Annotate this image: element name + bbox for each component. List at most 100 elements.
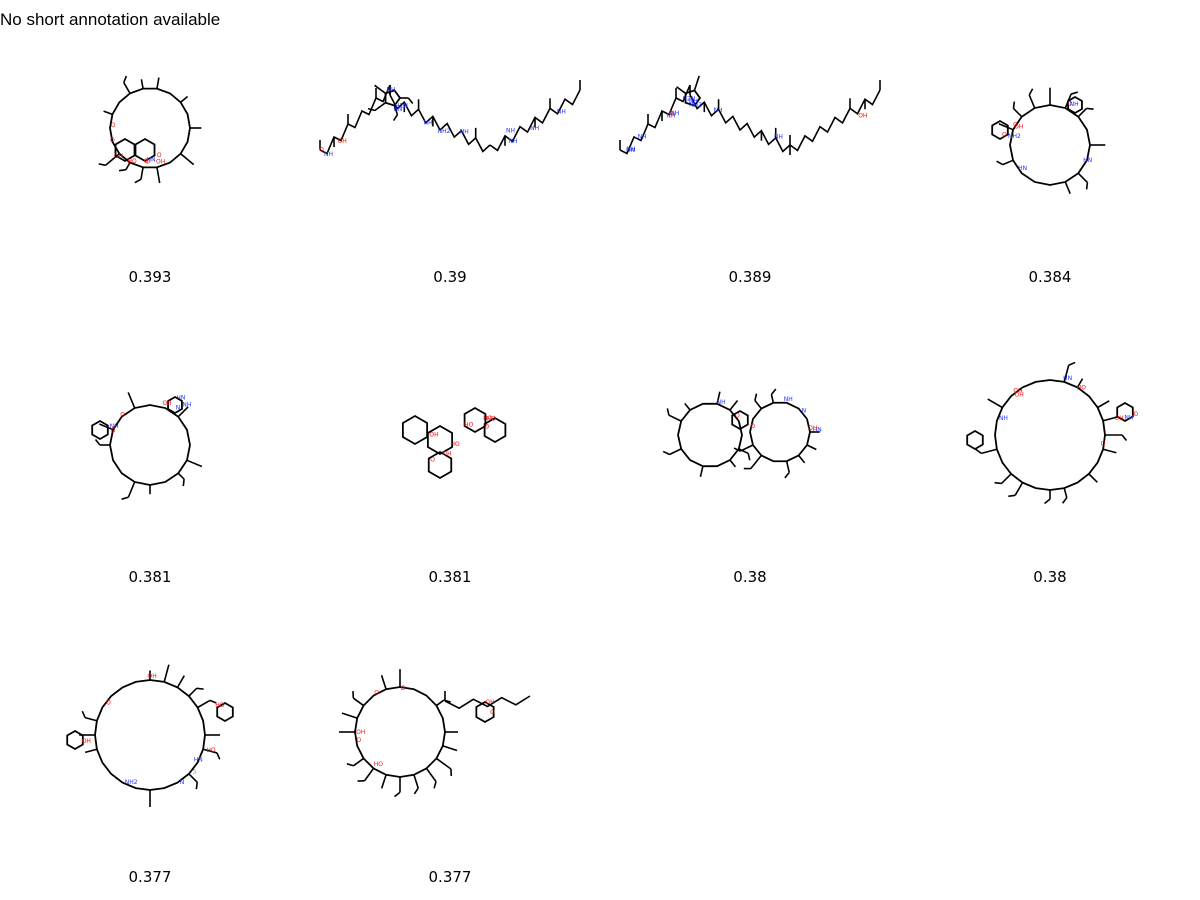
molecule-cell: NH HN OH NH O O N 0.381 — [0, 300, 300, 600]
atom-label: OH — [356, 729, 365, 736]
atom-label: OH — [1014, 392, 1023, 399]
side-chain-bond — [94, 439, 101, 446]
atom-label: O — [401, 685, 406, 692]
atom-label: HO — [206, 747, 216, 754]
atom-label: O — [430, 456, 435, 463]
atom-label: OH — [808, 425, 817, 432]
molecule-cell: NH HN NH NH NH NH NH NH NH OH H2N NH2 O 0.39 — [300, 0, 600, 300]
atom-label: NH — [530, 125, 539, 132]
hex-ring-bond — [134, 137, 156, 163]
side-chain-bond — [392, 114, 399, 121]
hex-ring-bond — [463, 406, 487, 434]
atom-label: NH — [638, 133, 647, 140]
side-chain-bond — [987, 398, 1003, 409]
side-chain-bond — [81, 710, 86, 718]
side-chain-bond — [1102, 416, 1118, 422]
side-chain-bond — [163, 664, 170, 683]
side-chain-bond — [118, 168, 127, 172]
atom-label: HO — [464, 421, 474, 428]
atom-label: NH — [557, 109, 566, 116]
side-chain-bond — [413, 774, 419, 789]
atom-label: NH2 — [1008, 133, 1021, 140]
atom-label: O — [1133, 411, 1138, 418]
atom-label: N — [180, 779, 185, 786]
side-chain-bond — [754, 400, 762, 410]
atom-label: HO — [487, 416, 497, 423]
atom-label: OH — [156, 159, 165, 166]
ring-bond — [1009, 104, 1091, 186]
atom-label: NH — [1070, 101, 1079, 108]
hex-ring-bond — [966, 429, 984, 451]
atom-label: OH — [442, 450, 451, 457]
atom-label: NH — [110, 423, 119, 430]
side-chain-bond — [716, 391, 721, 404]
atom-label: HN — [1063, 375, 1072, 382]
ring-bond — [684, 89, 702, 107]
atom-label: NH — [689, 98, 698, 105]
atom-label: NH — [182, 402, 191, 409]
hex-ring-bond — [731, 409, 749, 431]
side-chain-bond — [806, 444, 817, 451]
hex-ring-bond — [114, 137, 136, 163]
atom-label: OH — [114, 153, 123, 160]
atom-label: O — [484, 423, 489, 430]
atom-label: O — [157, 152, 162, 159]
atom-label: OH — [147, 673, 156, 680]
hex-ring-bond — [167, 395, 183, 415]
side-chain-bond — [1012, 101, 1016, 109]
molecule-cell: HO OH NH2 HO OH HN N S O 0.377 — [0, 600, 300, 900]
side-chain-bond — [754, 393, 758, 401]
hex-ring-bond — [483, 416, 507, 444]
side-chain-bond — [784, 471, 790, 479]
side-chain-bond — [1077, 107, 1088, 118]
side-chain-bond — [770, 388, 777, 395]
side-chain-bond — [693, 75, 700, 91]
atom-label: HN — [147, 157, 156, 164]
atom-label: O — [106, 700, 111, 707]
side-chain-bond — [676, 86, 686, 94]
molecule-cell: OH OH O O O O HO 0.377 — [300, 600, 600, 900]
atom-label: O — [111, 122, 116, 129]
side-chain-bond — [156, 167, 161, 184]
side-chain-bond — [996, 160, 1004, 166]
atom-label: NH — [424, 120, 433, 127]
atom-label: OH — [338, 138, 347, 145]
side-chain-bond — [1064, 181, 1071, 194]
atom-label: O — [111, 428, 116, 435]
atom-label: NH — [386, 86, 395, 93]
molecule-cell: HO OH HN NH NH OH OH O O 0.38 — [900, 300, 1200, 600]
side-chain-bond — [177, 406, 189, 418]
atom-label: O — [1101, 440, 1106, 447]
side-chain-bond — [407, 97, 414, 104]
side-chain-bond — [380, 774, 387, 789]
atom-label: HN — [176, 394, 185, 401]
atom-label: O — [1013, 122, 1018, 129]
side-chain-bond — [1076, 378, 1084, 388]
side-chain-bond — [425, 767, 437, 783]
molecule-cell: HO HO OH HO OH HO O O 0.381 — [300, 300, 600, 600]
side-chain-bond — [394, 791, 401, 798]
side-chain-bond — [123, 75, 128, 83]
atom-label: O — [145, 158, 150, 165]
side-chain-bond — [1121, 434, 1128, 441]
side-chain-bond — [981, 448, 998, 455]
similarity-score: 0.384 — [1028, 268, 1072, 286]
atom-label: OH — [485, 699, 494, 706]
atom-label: S — [193, 768, 197, 775]
side-chain-bond — [1044, 498, 1051, 505]
side-chain-bond — [216, 752, 221, 760]
atom-label: NH — [460, 128, 469, 135]
atom-label: NH — [324, 151, 333, 158]
side-chain-bond — [1014, 482, 1024, 496]
side-chain-bond — [975, 448, 982, 455]
atom-label: NH — [627, 146, 636, 153]
hex-ring-bond — [66, 729, 84, 751]
atom-label: NH — [670, 110, 679, 117]
atom-label: O — [1002, 131, 1007, 138]
atom-label: OH — [1014, 123, 1023, 130]
chain-bond — [319, 84, 391, 155]
